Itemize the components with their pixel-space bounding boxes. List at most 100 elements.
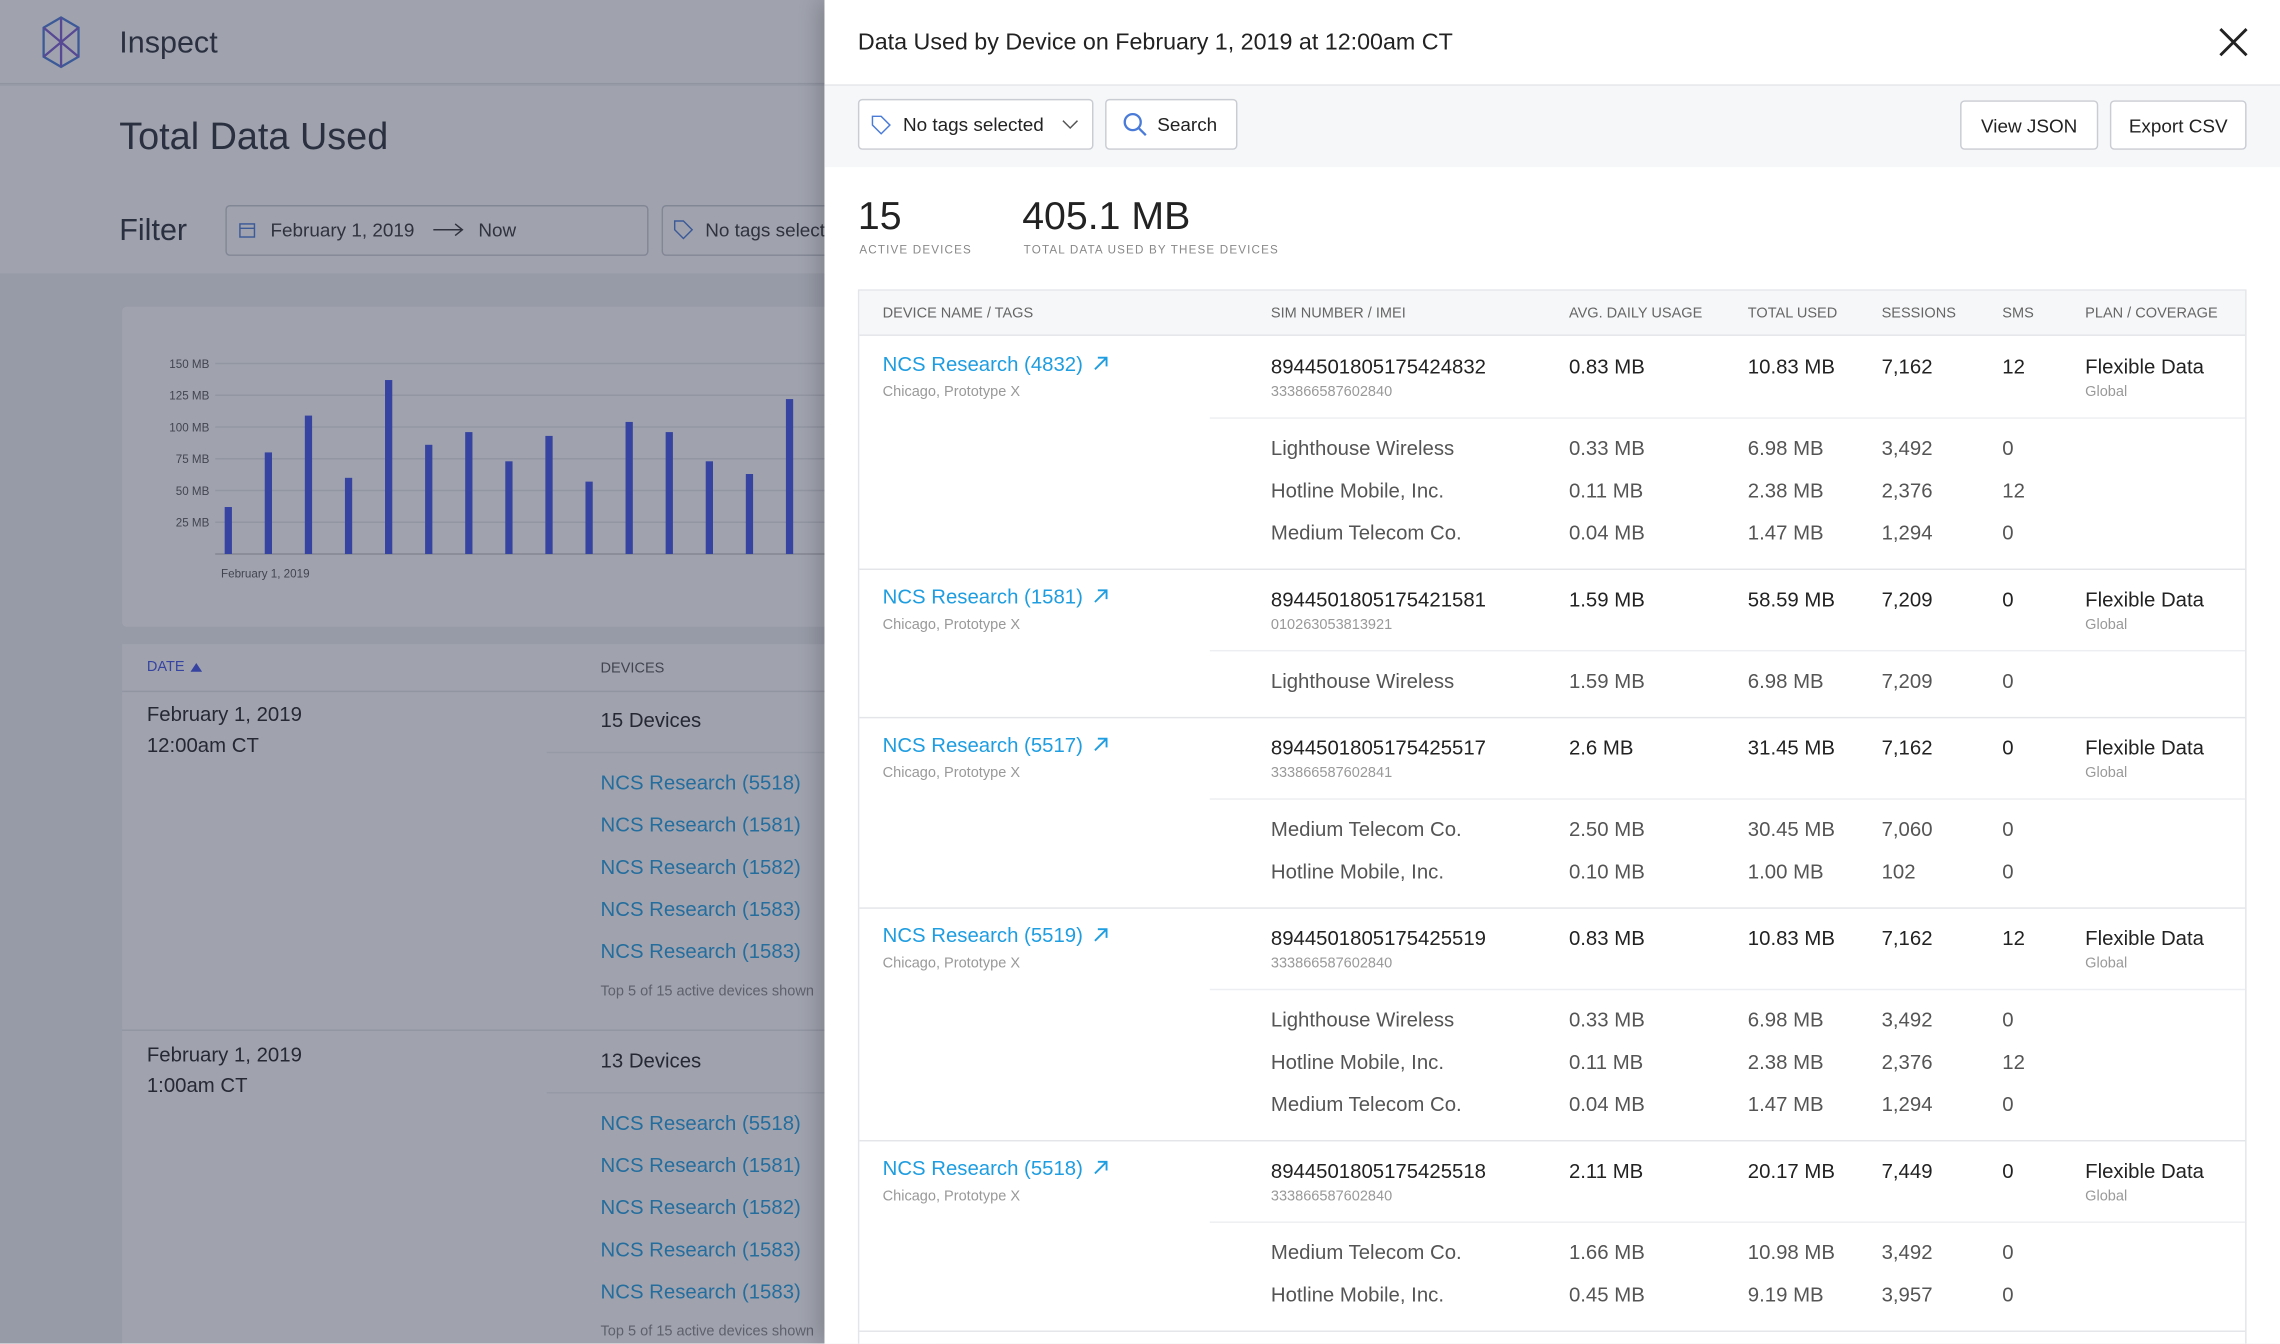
page-title: Total Data Used — [119, 114, 389, 158]
view-json-button[interactable]: View JSON — [1960, 100, 2099, 150]
side-panel — [824, 0, 2280, 1344]
export-csv-button[interactable]: Export CSV — [2109, 100, 2247, 150]
carrier-total: 1.47 MB — [1747, 520, 1824, 544]
y-tick-label: 25 MB — [176, 517, 210, 530]
row-date: February 1, 2019 — [146, 1042, 302, 1066]
carrier-name: Medium Telecom Co. — [1270, 1092, 1462, 1116]
carrier-sms: 0 — [2002, 1282, 2014, 1306]
imei: 333866587602840 — [1270, 384, 1393, 401]
carrier-sessions: 102 — [1881, 859, 1916, 883]
carrier-sessions: 3,957 — [1881, 1282, 1933, 1306]
tag-select[interactable]: No tags selected — [857, 98, 1094, 150]
row-date: February 1, 2019 — [146, 702, 302, 726]
carrier-avg: 0.04 MB — [1568, 1092, 1645, 1116]
tag-select-text: No tags selected — [902, 113, 1044, 136]
device-tags: Chicago, Prototype X — [882, 765, 1021, 782]
carrier-avg: 0.10 MB — [1568, 859, 1645, 883]
data-table — [122, 644, 937, 1344]
coverage: Global — [2085, 765, 2128, 782]
carrier-sessions: 1,294 — [1881, 520, 1933, 544]
bar — [785, 399, 794, 555]
column-header: PLAN / COVERAGE — [2085, 306, 2218, 323]
carrier-name: Hotline Mobile, Inc. — [1270, 478, 1444, 502]
sim-number: 8944501805175425519 — [1270, 926, 1486, 950]
logo — [42, 16, 80, 69]
device-name[interactable]: NCS Research (1581) — [882, 584, 1083, 608]
device-link: NCS Research (1581) — [600, 1153, 801, 1177]
carrier-sms: 12 — [2002, 478, 2025, 502]
chart-card — [122, 306, 937, 627]
carrier-sms: 0 — [2002, 859, 2014, 883]
close-button[interactable] — [2217, 26, 2249, 58]
device-link: NCS Research (1582) — [600, 1195, 801, 1219]
carrier-sms: 12 — [2002, 1049, 2025, 1074]
column-header: DEVICES — [600, 660, 665, 677]
device-name[interactable]: NCS Research (5519) — [882, 923, 1083, 947]
carrier-avg: 2.50 MB — [1568, 817, 1645, 841]
app-name: Inspect — [119, 26, 218, 60]
carrier-sessions: 3,492 — [1881, 1240, 1933, 1264]
divider — [859, 1140, 2246, 1142]
search-button[interactable]: Search — [1105, 98, 1238, 150]
imei: 333866587602840 — [1270, 956, 1393, 973]
device-avg: 0.83 MB — [1568, 926, 1645, 950]
row-note: Top 5 of 15 active devices shown — [600, 983, 814, 1000]
row-time: 1:00am CT — [146, 1073, 248, 1097]
y-tick-label: 150 MB — [169, 358, 209, 371]
stat-value: 15 — [857, 194, 902, 238]
external-link-icon — [1094, 737, 1108, 751]
device-tags: Chicago, Prototype X — [882, 956, 1021, 973]
divider — [859, 1330, 2246, 1332]
device-total: 58.59 MB — [1747, 587, 1835, 611]
carrier-sms: 0 — [2002, 1240, 2014, 1264]
carrier-name: Medium Telecom Co. — [1270, 1240, 1462, 1264]
sort-icon[interactable] — [190, 662, 203, 674]
export-csv-text: Export CSV — [2128, 114, 2228, 136]
carrier-total: 6.98 MB — [1747, 668, 1824, 693]
bar — [705, 461, 713, 555]
carrier-avg: 0.33 MB — [1568, 1007, 1645, 1031]
carrier-name: Medium Telecom Co. — [1270, 520, 1462, 544]
device-plan: Flexible Data — [2085, 587, 2204, 611]
y-tick-label: 100 MB — [169, 421, 209, 434]
device-sessions: 7,162 — [1881, 354, 1933, 379]
device-name[interactable]: NCS Research (5517) — [882, 732, 1083, 757]
device-tags: Chicago, Prototype X — [882, 617, 1021, 634]
divider — [859, 568, 2246, 571]
carrier-avg: 0.11 MB — [1568, 478, 1644, 502]
device-plan: Flexible Data — [2085, 354, 2204, 379]
device-plan: Flexible Data — [2085, 926, 2204, 950]
carrier-total: 6.98 MB — [1747, 436, 1824, 460]
device-total: 31.45 MB — [1747, 735, 1835, 760]
divider — [1209, 649, 2246, 652]
device-sms: 0 — [2002, 735, 2014, 760]
bar — [585, 481, 593, 555]
device-sessions: 7,162 — [1881, 735, 1933, 760]
divider — [1209, 798, 2246, 800]
device-tags: Chicago, Prototype X — [882, 1188, 1021, 1205]
device-name[interactable]: NCS Research (4832) — [882, 351, 1083, 376]
imei: 010263053813921 — [1270, 617, 1393, 634]
carrier-sessions: 2,376 — [1881, 1049, 1933, 1074]
arrow-icon — [433, 223, 464, 237]
column-header: SESSIONS — [1881, 306, 1956, 323]
device-table — [857, 289, 2247, 1344]
device-name[interactable]: NCS Research (5518) — [882, 1155, 1083, 1180]
carrier-name: Lighthouse Wireless — [1270, 668, 1455, 693]
column-header: TOTAL USED — [1747, 306, 1838, 323]
device-avg: 2.11 MB — [1568, 1158, 1644, 1183]
carrier-sms: 0 — [2002, 1092, 2014, 1116]
stat-label: TOTAL DATA USED BY THESE DEVICES — [1023, 243, 1279, 257]
device-link: NCS Research (1583) — [600, 897, 801, 921]
carrier-name: Lighthouse Wireless — [1270, 1007, 1455, 1031]
bar — [224, 507, 232, 555]
divider — [546, 1092, 937, 1094]
table-header — [859, 290, 2246, 336]
calendar-icon — [239, 223, 256, 238]
carrier-total: 1.47 MB — [1747, 1092, 1824, 1116]
bar — [545, 435, 553, 555]
carrier-total: 2.38 MB — [1747, 478, 1824, 502]
carrier-sessions: 3,492 — [1881, 436, 1933, 460]
device-sms: 12 — [2002, 926, 2025, 950]
